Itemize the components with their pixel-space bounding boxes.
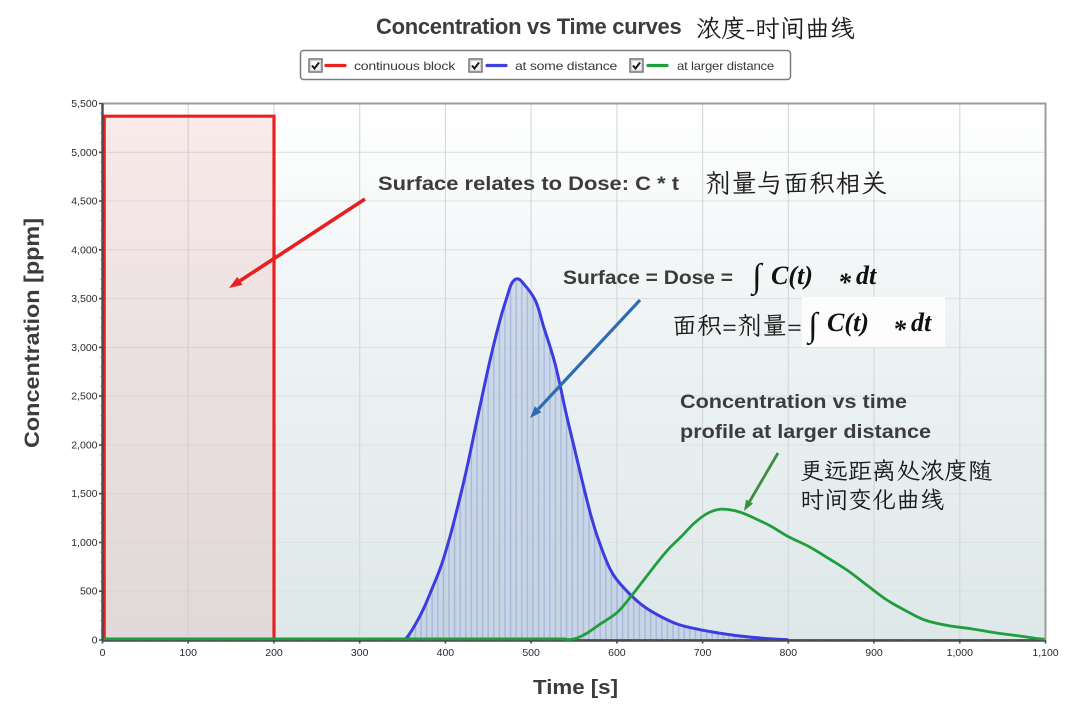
svg-text:Surface relates to Dose: C * t: Surface relates to Dose: C * t	[378, 174, 680, 195]
svg-text:1,000: 1,000	[947, 647, 973, 659]
svg-text:∫: ∫	[750, 258, 764, 297]
svg-text:800: 800	[780, 647, 798, 659]
svg-text:C(t): C(t)	[771, 261, 813, 290]
svg-text:Time [s]: Time [s]	[533, 677, 618, 699]
svg-text:0: 0	[100, 647, 106, 659]
svg-text:5,500: 5,500	[71, 98, 97, 110]
svg-text:200: 200	[265, 647, 283, 659]
svg-text:Surface = Dose =: Surface = Dose =	[563, 268, 733, 289]
svg-text:∫: ∫	[806, 307, 820, 346]
svg-text:3,500: 3,500	[71, 293, 97, 305]
svg-text:500: 500	[522, 647, 540, 659]
svg-text:dt: dt	[856, 261, 877, 290]
svg-text:at some distance: at some distance	[515, 59, 618, 73]
svg-text:900: 900	[865, 647, 883, 659]
svg-text:C(t): C(t)	[827, 308, 869, 337]
svg-text:4,000: 4,000	[71, 244, 97, 256]
svg-text:0: 0	[92, 635, 98, 647]
svg-text:3,000: 3,000	[71, 342, 97, 354]
svg-text:500: 500	[80, 586, 98, 598]
svg-text:700: 700	[694, 647, 712, 659]
svg-text:4,500: 4,500	[71, 196, 97, 208]
svg-text:300: 300	[351, 647, 369, 659]
svg-text:Concentration vs Time curves: Concentration vs Time curves	[376, 14, 681, 39]
svg-text:Concentration [ppm]: Concentration [ppm]	[21, 218, 44, 448]
svg-text:600: 600	[608, 647, 626, 659]
svg-text:2,000: 2,000	[71, 439, 97, 451]
svg-text:*: *	[838, 268, 852, 297]
svg-text:at larger distance: at larger distance	[677, 59, 775, 73]
svg-text:Concentration vs time: Concentration vs time	[680, 392, 907, 413]
svg-text:*: *	[893, 315, 907, 344]
svg-text:dt: dt	[911, 308, 932, 337]
svg-text:continuous block: continuous block	[354, 59, 456, 73]
svg-text:profile at larger distance: profile at larger distance	[680, 422, 931, 443]
svg-text:1,000: 1,000	[71, 537, 97, 549]
svg-text:1,100: 1,100	[1032, 647, 1058, 659]
svg-text:1,500: 1,500	[71, 488, 97, 500]
svg-text:5,000: 5,000	[71, 147, 97, 159]
svg-text:2,500: 2,500	[71, 391, 97, 403]
svg-text:100: 100	[179, 647, 197, 659]
svg-text:400: 400	[437, 647, 455, 659]
